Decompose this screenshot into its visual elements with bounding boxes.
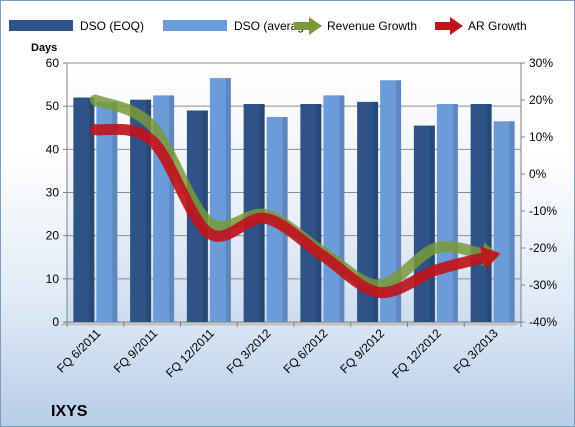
series-ar-growth — [89, 123, 501, 298]
y2-tick-label: -30% — [529, 278, 557, 292]
bar-dso-average — [380, 80, 402, 323]
legend-swatch — [9, 20, 73, 31]
bar-shade — [169, 95, 175, 322]
bar-dso-average — [96, 101, 118, 322]
y-tick-label: 10 — [46, 272, 60, 286]
y-tick-label: 50 — [46, 99, 60, 113]
bar-dso-eoq — [73, 97, 95, 323]
y2-tick-label: -40% — [529, 315, 557, 329]
x-tick-label: FQ 9/2012 — [337, 326, 387, 376]
y2-tick-label: 20% — [529, 93, 553, 107]
legend: DSO (EOQ) DSO (average) Revenue Growth AR G… — [9, 17, 527, 35]
legend-arrow — [309, 17, 322, 35]
y-tick-label: 20 — [46, 229, 60, 243]
y-tick-label: 0 — [52, 315, 59, 329]
bar-dso-average — [209, 78, 231, 322]
y2-tick-label: -20% — [529, 241, 557, 255]
y2-tick-label: 30% — [529, 56, 553, 70]
bar-dso-eoq — [130, 99, 152, 322]
legend-swatch — [163, 20, 227, 31]
series-dso-average — [96, 78, 515, 323]
legend-label: Revenue Growth — [327, 19, 417, 33]
bar-shade — [112, 101, 118, 322]
line-ar-growth — [89, 123, 489, 298]
x-tick-label: FQ 3/2013 — [451, 326, 501, 376]
bar-shade — [452, 104, 458, 322]
bar-dso-eoq — [357, 101, 379, 322]
y2-tick-label: 10% — [529, 130, 553, 144]
y2-tick-label: 0% — [529, 167, 547, 181]
company-label: IXYS — [51, 403, 88, 420]
bar-shade — [225, 78, 231, 322]
legend-swatch — [435, 22, 451, 30]
bar-dso-average — [493, 121, 515, 323]
y-tick-label: 30 — [46, 186, 60, 200]
bar-shade — [89, 97, 95, 323]
legend-swatch — [294, 22, 310, 30]
y-axis-title: Days — [31, 42, 57, 54]
bar-shade — [146, 99, 152, 322]
legend-label: DSO (EOQ) — [80, 19, 144, 33]
arrowhead-ar-growth — [479, 246, 501, 270]
legend-label: AR Growth — [468, 19, 527, 33]
y-tick-label: 40 — [46, 142, 60, 156]
y2-tick-label: -10% — [529, 204, 557, 218]
bar-shade — [486, 104, 492, 322]
bar-shade — [429, 125, 435, 322]
x-tick-label: FQ 12/2012 — [389, 326, 444, 381]
bar-shade — [316, 104, 322, 322]
legend-arrow — [450, 17, 463, 35]
x-tick-label: FQ 6/2012 — [281, 326, 331, 376]
bar-dso-eoq — [300, 104, 322, 322]
bar-shade — [373, 101, 379, 322]
x-tick-label: FQ 6/2011 — [54, 326, 104, 376]
x-tick-label: FQ 12/2011 — [163, 326, 217, 380]
y-tick-label: 60 — [46, 56, 60, 70]
x-tick-label: FQ 9/2011 — [111, 326, 161, 376]
bar-shade — [339, 95, 345, 322]
bar-shade — [396, 80, 402, 323]
bar-shade — [509, 121, 515, 323]
x-tick-label: FQ 3/2012 — [224, 326, 274, 376]
